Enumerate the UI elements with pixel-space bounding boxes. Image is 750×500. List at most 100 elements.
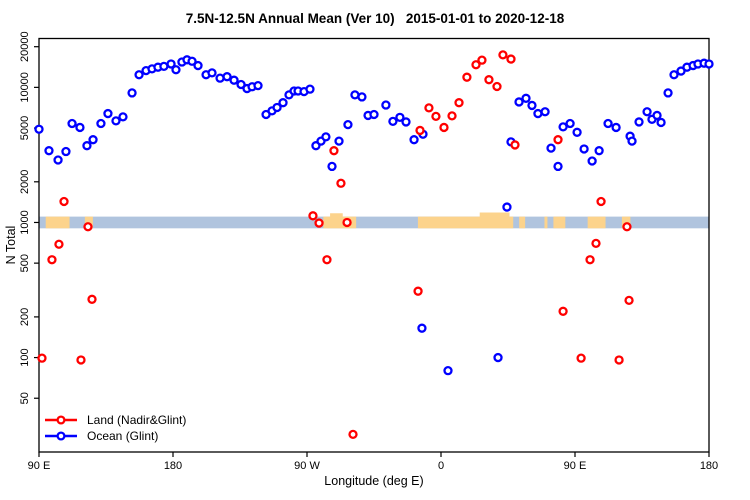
ocean-point	[334, 136, 344, 146]
land-point	[462, 72, 472, 82]
y-tick-label: 1000	[19, 210, 31, 234]
coastline-land-patch	[45, 216, 70, 229]
land-point	[431, 111, 441, 122]
land-point	[54, 239, 64, 249]
land-point	[553, 135, 563, 145]
ocean-point	[34, 124, 44, 134]
ocean-legend-circle-icon	[56, 431, 66, 441]
ocean-point	[409, 135, 419, 145]
y-tick-label: 50	[19, 392, 31, 404]
ocean-point	[663, 88, 673, 98]
land-point	[624, 295, 634, 306]
coastline-land-raised-patch	[330, 213, 343, 218]
land-point	[413, 286, 423, 296]
ocean-point	[278, 98, 288, 108]
ocean-point	[236, 79, 246, 90]
ocean-point	[587, 156, 597, 166]
ocean-point	[558, 122, 568, 132]
land-point	[484, 75, 494, 85]
coastline-ocean-band	[39, 216, 709, 229]
chart-title: 7.5N-12.5N Annual Mean (Ver 10) 2015-01-…	[185, 11, 565, 26]
ocean-point	[493, 352, 503, 363]
ocean-point	[229, 75, 239, 85]
ocean-point	[553, 161, 563, 172]
legend-label-land: Land (Nadir&Glint)	[87, 413, 187, 427]
coastline-land-patch	[544, 216, 548, 229]
land-point	[471, 60, 481, 70]
land-legend-symbol	[45, 415, 77, 425]
x-axis-title: Longitude (deg E)	[324, 474, 424, 488]
ocean-point	[166, 59, 176, 69]
land-point	[510, 140, 520, 150]
coastline-land-patch	[553, 216, 566, 229]
land-point	[308, 211, 318, 221]
coastline-land-patch	[519, 216, 526, 229]
ocean-point	[521, 93, 531, 103]
y-tick-label: 100	[19, 348, 31, 366]
ocean-point	[67, 118, 77, 129]
land-point	[424, 103, 434, 113]
ocean-point	[533, 108, 543, 119]
ocean-point	[118, 112, 128, 122]
ocean-point	[642, 107, 652, 117]
ocean-point	[401, 117, 411, 127]
ocean-point	[222, 72, 232, 82]
legend-item-land: Land (Nadir&Glint)	[44, 412, 186, 428]
ocean-point	[103, 108, 113, 119]
ocean-point	[127, 88, 137, 98]
ocean-point	[272, 102, 282, 113]
ocean-point	[327, 161, 337, 172]
land-point	[329, 146, 339, 156]
ocean-point	[111, 116, 121, 126]
ocean-point	[88, 135, 98, 145]
ocean-point	[417, 323, 427, 333]
land-point	[576, 353, 586, 363]
land-point	[37, 353, 47, 363]
ocean-point	[603, 118, 613, 129]
ocean-point	[171, 65, 181, 75]
land-point	[591, 238, 601, 249]
ocean-point	[187, 56, 197, 66]
ocean-point	[44, 146, 54, 156]
coastline-land-patch	[417, 216, 514, 229]
legend-item-ocean: Ocean (Glint)	[44, 428, 186, 444]
plot-border	[38, 37, 710, 453]
ocean-point	[514, 97, 524, 107]
ocean-point	[395, 112, 405, 122]
y-tick-label: 20000	[19, 31, 31, 62]
land-point	[87, 294, 97, 304]
land-point	[59, 196, 69, 207]
x-tick-label: 180	[164, 460, 182, 472]
land-point	[506, 54, 516, 64]
land-point	[342, 217, 352, 228]
land-point	[447, 111, 457, 121]
ocean-point	[253, 80, 263, 91]
ocean-point	[669, 70, 679, 80]
ocean-point	[704, 59, 714, 69]
y-tick-label: 200	[19, 308, 31, 326]
ocean-point	[502, 202, 512, 212]
ocean-point	[357, 92, 367, 102]
ocean-point	[540, 107, 550, 117]
ocean-point	[546, 143, 556, 153]
land-point	[83, 222, 93, 232]
ocean-point	[61, 146, 71, 157]
coastline-land-patch	[323, 216, 357, 229]
ocean-point	[594, 146, 604, 156]
ocean-point	[82, 141, 92, 151]
ocean-point	[443, 366, 453, 376]
ocean-point	[611, 122, 621, 133]
land-point	[322, 255, 332, 265]
land-point	[336, 178, 346, 188]
y-tick-label: 5000	[19, 116, 31, 140]
land-point	[477, 55, 487, 65]
ocean-point	[572, 127, 582, 137]
ocean-point	[96, 118, 106, 129]
ocean-point	[193, 60, 203, 71]
ocean-point	[627, 136, 637, 146]
legend-label-ocean: Ocean (Glint)	[87, 429, 159, 443]
land-point	[614, 355, 624, 365]
x-tick-label: 90 W	[294, 460, 320, 472]
